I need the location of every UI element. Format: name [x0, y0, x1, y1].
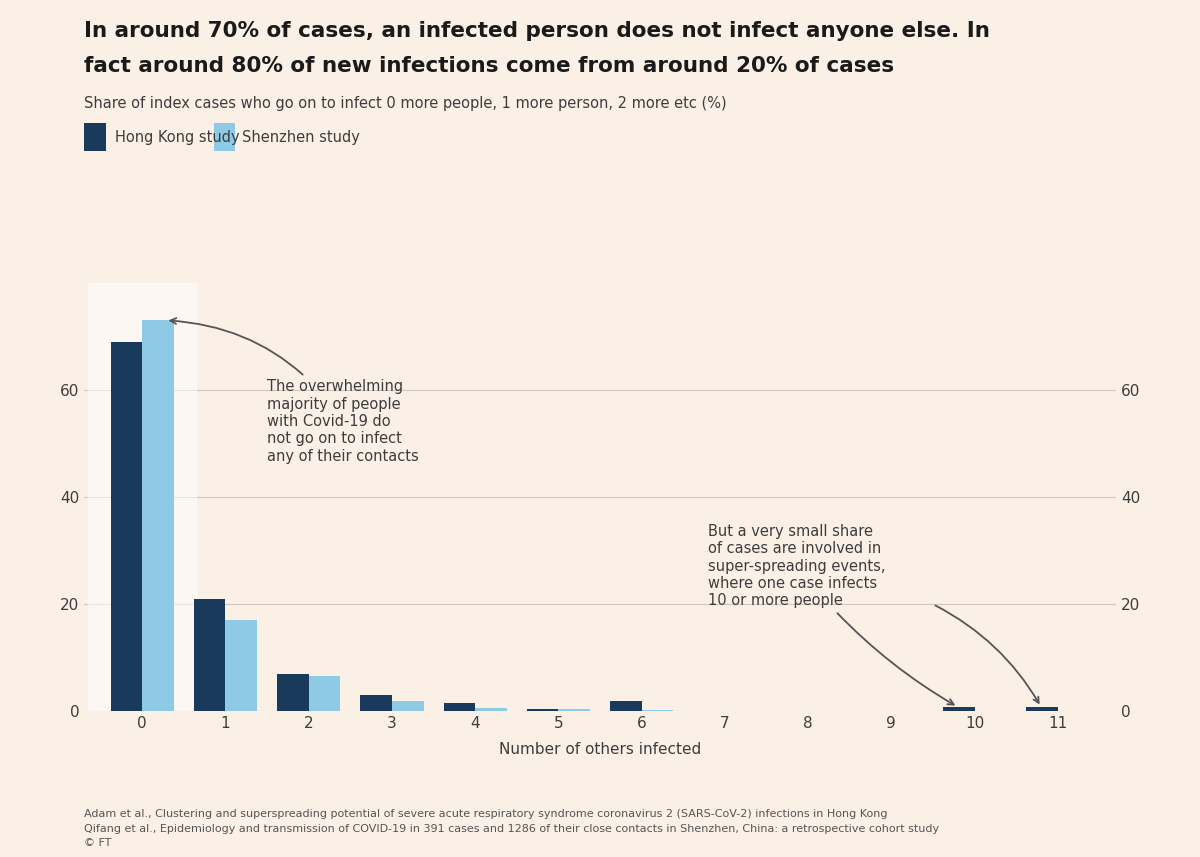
Bar	[226, 620, 257, 711]
Bar	[143, 321, 174, 711]
Text: In around 70% of cases, an infected person does not infect anyone else. In: In around 70% of cases, an infected pers…	[84, 21, 990, 41]
Text: fact around 80% of new infections come from around 20% of cases: fact around 80% of new infections come f…	[84, 56, 894, 75]
Bar	[392, 701, 424, 711]
Text: Hong Kong study: Hong Kong study	[115, 129, 240, 145]
Bar	[88, 283, 197, 711]
Text: The overwhelming
majority of people
with Covid-19 do
not go on to infect
any of : The overwhelming majority of people with…	[170, 318, 419, 464]
Bar	[110, 342, 143, 711]
Bar	[943, 707, 974, 711]
Bar	[610, 701, 642, 711]
Text: Adam et al., Clustering and superspreading potential of severe acute respiratory: Adam et al., Clustering and superspreadi…	[84, 809, 940, 848]
Bar	[558, 709, 590, 711]
Text: But a very small share
of cases are involved in
super-spreading events,
where on: But a very small share of cases are invo…	[708, 524, 954, 704]
Bar	[475, 708, 506, 711]
Bar	[194, 599, 226, 711]
Bar	[642, 710, 673, 711]
Bar	[527, 709, 558, 711]
Bar	[84, 123, 106, 151]
Bar	[444, 704, 475, 711]
Text: Shenzhen study: Shenzhen study	[242, 129, 360, 145]
Bar	[308, 676, 341, 711]
Text: Share of index cases who go on to infect 0 more people, 1 more person, 2 more et: Share of index cases who go on to infect…	[84, 96, 727, 111]
Bar	[360, 695, 392, 711]
X-axis label: Number of others infected: Number of others infected	[499, 742, 701, 758]
Bar	[214, 123, 235, 151]
Bar	[1026, 707, 1057, 711]
Bar	[277, 674, 308, 711]
